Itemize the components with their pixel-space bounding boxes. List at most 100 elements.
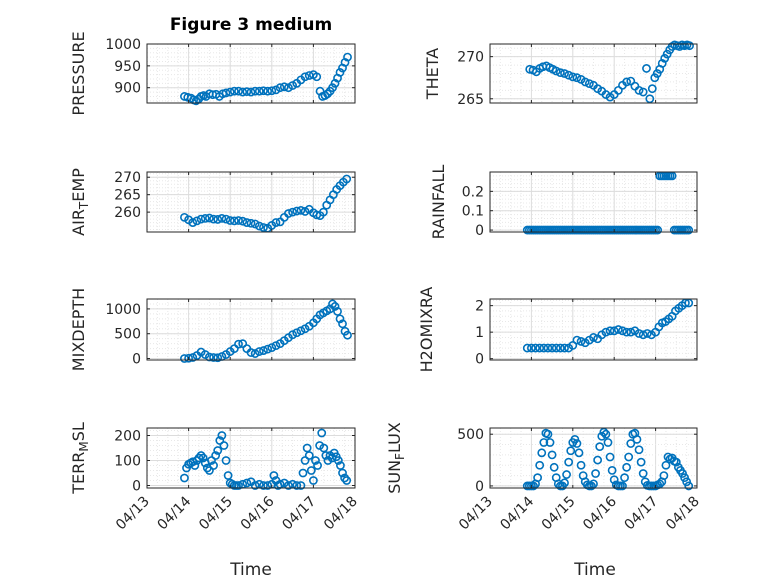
data-point — [229, 86, 239, 96]
data-point — [311, 456, 320, 465]
data-point — [292, 206, 302, 216]
data-point — [560, 69, 569, 78]
y-tick-label: 0 — [132, 479, 141, 495]
data-point — [551, 343, 561, 353]
data-point — [566, 446, 576, 456]
data-point — [570, 434, 580, 444]
y-tick-label: 950 — [114, 59, 141, 75]
data-point — [680, 473, 689, 483]
axes-box — [489, 171, 698, 233]
data-point — [242, 87, 252, 97]
data-point — [342, 174, 352, 184]
data-point — [180, 354, 189, 363]
data-point — [661, 460, 671, 470]
y-tick-label: 0.1 — [462, 204, 484, 220]
data-point — [338, 319, 347, 329]
y-tick-label: 1000 — [105, 37, 141, 53]
data-point — [238, 87, 248, 97]
y-tick-label: 0 — [475, 223, 484, 239]
data-point — [632, 434, 642, 444]
figure-title: Figure 3 medium — [170, 15, 332, 35]
data-point — [263, 344, 273, 354]
y-tick-label: 900 — [114, 81, 141, 97]
data-point — [188, 218, 198, 227]
data-point — [642, 64, 651, 73]
data-point — [335, 68, 345, 77]
data-point — [636, 457, 646, 467]
data-point — [657, 58, 667, 68]
data-point — [259, 223, 268, 232]
data-point — [296, 205, 306, 215]
data-point — [204, 352, 214, 362]
data-point — [217, 213, 227, 223]
data-point — [308, 476, 318, 485]
data-point — [647, 84, 657, 94]
data-point — [192, 216, 202, 226]
data-point — [217, 431, 227, 440]
y-axis-label: THETA — [423, 48, 442, 100]
data-point — [555, 68, 565, 78]
data-point — [302, 443, 312, 453]
axes-box — [489, 427, 698, 489]
data-point — [333, 306, 342, 316]
data-point — [242, 218, 252, 227]
data-point — [288, 207, 297, 217]
data-point — [313, 461, 322, 470]
data-point — [269, 471, 279, 480]
y-tick-label: 260 — [114, 205, 141, 221]
data-point — [572, 335, 582, 345]
data-point — [234, 339, 243, 349]
y-axis-label: SUNFLUX — [385, 422, 407, 494]
data-point — [190, 461, 200, 470]
data-point — [678, 469, 687, 478]
data-point — [213, 353, 223, 363]
data-point — [638, 469, 648, 478]
data-point — [609, 326, 619, 336]
y-axis-label: TERRMSL — [69, 422, 91, 495]
subplot-theta: 265 270 THETA — [423, 40, 698, 108]
data-point — [597, 431, 607, 441]
data-point — [535, 460, 545, 470]
data-point — [254, 86, 264, 96]
data-point — [196, 214, 206, 224]
data-point — [609, 475, 619, 485]
data-point — [330, 302, 340, 311]
data-point — [319, 443, 329, 453]
data-point — [234, 216, 243, 225]
data-point — [576, 337, 586, 346]
data-point — [279, 82, 289, 92]
axes-box — [146, 298, 356, 361]
y-tick-label: 0 — [132, 352, 141, 368]
data-point — [553, 479, 563, 489]
data-point — [576, 460, 586, 470]
data-point — [234, 481, 243, 490]
data-point — [626, 439, 636, 448]
data-point — [618, 481, 627, 491]
data-point — [533, 473, 543, 483]
axes-box — [489, 298, 698, 361]
y-tick-label: 100 — [114, 454, 141, 470]
data-point — [607, 466, 617, 475]
data-point — [296, 481, 306, 490]
data-point — [547, 450, 557, 460]
data-point — [539, 343, 549, 353]
axes-box — [146, 427, 356, 489]
data-point — [671, 457, 681, 467]
data-point — [267, 343, 277, 352]
data-point — [595, 442, 605, 452]
data-point — [572, 439, 582, 448]
data-point — [338, 468, 347, 478]
data-point — [560, 478, 569, 488]
data-point — [335, 314, 345, 324]
data-point — [250, 219, 260, 229]
data-point — [304, 451, 314, 460]
y-tick-label: 2 — [475, 299, 484, 315]
y-tick-label: 270 — [114, 170, 141, 186]
data-point — [259, 346, 268, 355]
data-point — [653, 225, 663, 235]
axes-box — [146, 43, 356, 104]
data-point — [551, 66, 561, 76]
data-point — [209, 214, 218, 224]
data-point — [618, 326, 627, 336]
data-point — [292, 481, 302, 490]
